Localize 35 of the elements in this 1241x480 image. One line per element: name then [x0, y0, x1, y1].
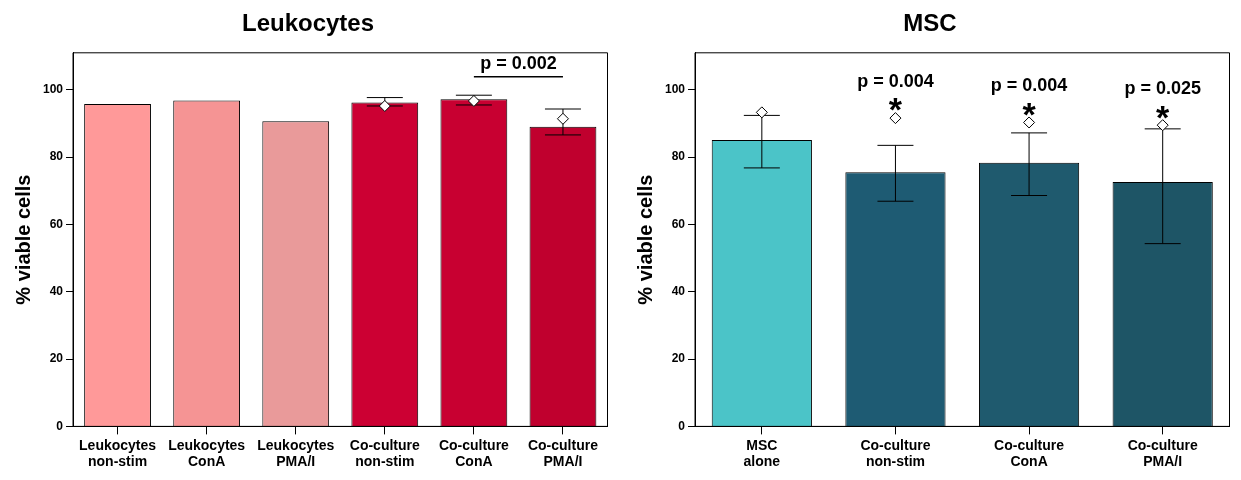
x-tick-label: Co-culture non-stim — [349, 436, 421, 470]
y-tick-label: 0 — [678, 418, 686, 433]
x-tick-label: Co-culture ConA — [994, 436, 1065, 470]
x-tick-label: Leukocytes non-stim — [79, 436, 157, 470]
x-tick-label: Co-culture PMA/I — [527, 436, 599, 470]
y-tick-label: 80 — [671, 149, 686, 164]
annotation: * — [1022, 94, 1037, 133]
annotation: p = 0.025 — [1124, 78, 1201, 99]
x-tick-label: Co-culture non-stim — [860, 436, 931, 470]
y-tick-label: 20 — [49, 351, 64, 366]
y-axis-title: % viable cells — [633, 174, 656, 305]
x-tick-label: Leukocytes ConA — [168, 436, 246, 470]
annotation: p = 0.004 — [857, 71, 934, 92]
y-tick-label: 20 — [671, 351, 686, 366]
x-tick-label: Co-culture ConA — [438, 436, 510, 470]
y-axis-title: % viable cells — [11, 174, 34, 305]
y-tick-label: 100 — [42, 82, 64, 97]
chart-title: MSC — [903, 9, 957, 37]
point — [1156, 119, 1169, 132]
point — [755, 106, 768, 119]
x-tick-label: MSC alone — [743, 436, 781, 470]
y-tick-label: 40 — [49, 284, 64, 299]
annotation: * — [888, 90, 903, 129]
y-tick-label: 60 — [671, 216, 686, 231]
y-tick-label: 80 — [49, 149, 64, 164]
annotation: p = 0.004 — [990, 75, 1068, 96]
y-tick-label: 40 — [671, 284, 686, 299]
y-tick-label: 0 — [56, 418, 64, 433]
y-tick-label: 100 — [664, 82, 686, 97]
x-tick-label: Co-culture PMA/I — [1127, 436, 1198, 470]
y-tick-label: 60 — [49, 216, 64, 231]
chart-title: Leukocytes — [241, 9, 375, 37]
annotation: p = 0.002 — [480, 52, 557, 73]
x-tick-label: Leukocytes PMA/I — [257, 436, 335, 470]
annotation: * — [1156, 97, 1171, 136]
